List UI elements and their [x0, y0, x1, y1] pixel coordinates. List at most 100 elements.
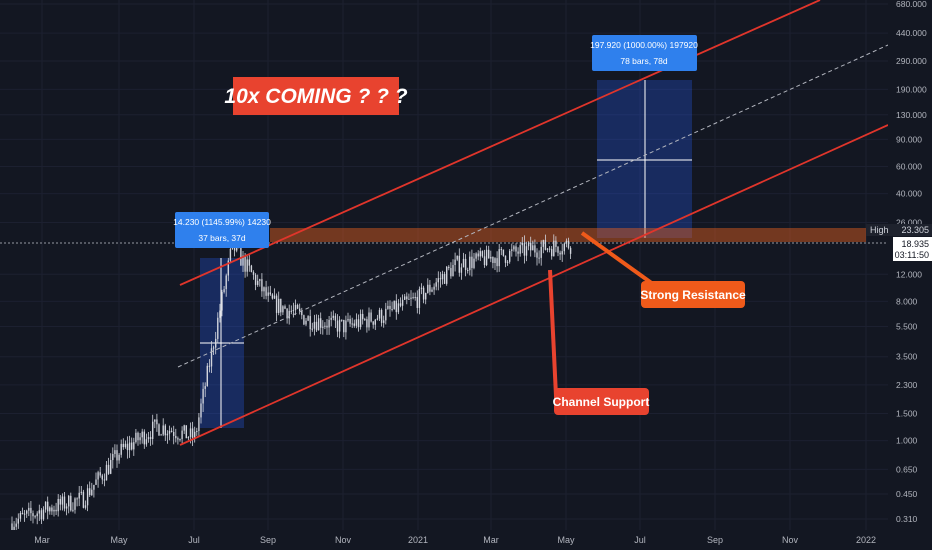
candle-body — [513, 246, 515, 250]
y-tick-label: 290.000 — [896, 56, 927, 66]
candle-body — [351, 323, 353, 325]
candle-body — [227, 260, 229, 276]
candle-body — [107, 464, 110, 474]
candle-body — [128, 442, 131, 451]
candle-body — [82, 491, 85, 508]
candle-body — [341, 319, 343, 321]
x-tick-label: Jul — [188, 535, 200, 545]
candle-body — [131, 442, 133, 450]
candle-body — [34, 516, 36, 518]
candle-body — [469, 256, 471, 271]
candle-body — [553, 240, 555, 257]
candle-body — [170, 430, 173, 432]
title-callout-box — [233, 77, 399, 115]
candle-body — [290, 310, 292, 312]
x-tick-label: Sep — [260, 535, 276, 545]
candle-body — [72, 509, 74, 511]
candle-body — [55, 509, 57, 512]
candle-body — [179, 439, 181, 441]
candle-body — [32, 513, 34, 517]
y-tick-label: 190.000 — [896, 84, 927, 94]
candle-body — [439, 278, 442, 280]
candle-body — [500, 249, 502, 251]
candle-body — [166, 433, 169, 436]
high-label-box — [866, 224, 932, 236]
candle-body — [418, 288, 421, 308]
candle-body — [273, 295, 276, 299]
candle-body — [175, 435, 177, 439]
candle-body — [120, 443, 122, 455]
candle-body — [389, 305, 391, 310]
candle-body — [532, 245, 534, 251]
candle-body — [368, 312, 370, 328]
candle-body — [347, 318, 349, 321]
candle-body — [91, 489, 93, 496]
candle-body — [250, 265, 253, 272]
candle-body — [441, 273, 444, 280]
y-tick-label: 2.300 — [896, 380, 918, 390]
x-axis[interactable]: Mar May Jul Sep Nov 2021 Mar May Jul Sep Nov 2022 — [0, 530, 932, 550]
y-axis[interactable]: 680.000 440.000 290.000 190.000 130.000 90.00… — [888, 0, 932, 530]
candle-body — [97, 472, 99, 480]
candle-body — [116, 450, 118, 461]
current-price-label: 18.935 03:11:50 — [893, 237, 932, 261]
candle-body — [13, 526, 15, 533]
candle-body — [311, 328, 313, 330]
candle-body — [315, 321, 318, 331]
candle-body — [320, 318, 322, 328]
channel-lines — [177, 0, 889, 446]
candle-body — [152, 421, 154, 439]
candle-body — [546, 248, 549, 250]
candle-body — [143, 431, 145, 445]
candle-body — [548, 248, 551, 250]
candle-body — [519, 245, 521, 254]
candle-body — [313, 321, 316, 329]
support-callout-text: Channel Support — [553, 395, 650, 409]
candle-body — [296, 304, 299, 309]
current-price-text: 18.935 — [901, 239, 929, 249]
candle-body — [481, 251, 484, 257]
candle-body — [30, 507, 32, 514]
candle-body — [397, 303, 400, 313]
candle-body — [219, 310, 221, 318]
current-price-box — [893, 237, 932, 261]
candle-body — [208, 365, 211, 367]
candle-body — [44, 501, 47, 510]
candle-body — [492, 256, 494, 263]
candle-body — [380, 309, 383, 323]
y-tick-label: 1.000 — [896, 436, 918, 446]
candle-body — [248, 259, 250, 266]
candle-body — [366, 319, 368, 328]
candle-body — [246, 259, 248, 272]
candle-body — [17, 518, 19, 524]
candle-body — [515, 246, 517, 252]
candle-body — [38, 510, 40, 514]
candle-body — [141, 431, 143, 438]
candle-body — [506, 261, 509, 263]
candle-body — [299, 308, 301, 311]
y-tick-label: 12.000 — [896, 269, 922, 279]
candle-body — [156, 419, 158, 425]
candle-body — [206, 365, 208, 387]
y-tick-label: 1.500 — [896, 408, 918, 418]
candle-body — [242, 255, 244, 266]
candle-body — [78, 492, 80, 499]
candle-body — [485, 249, 488, 266]
countdown-text: 03:11:50 — [895, 250, 929, 260]
candle-body — [269, 292, 271, 295]
candle-body — [158, 424, 160, 436]
candle-body — [414, 296, 416, 298]
candle-body — [395, 300, 397, 313]
x-tick-label: Nov — [335, 535, 352, 545]
resistance-callout-box — [641, 281, 745, 308]
candle-body — [181, 430, 183, 440]
candle-body — [452, 265, 454, 277]
candle-body — [26, 510, 28, 514]
candle-body — [61, 496, 64, 505]
x-tick-label: Jul — [634, 535, 646, 545]
x-tick-label: Mar — [483, 535, 499, 545]
strong-resistance-callout: Strong Resistance — [580, 231, 746, 308]
title-callout-text: 10x COMING ? ? ? — [224, 85, 407, 108]
measure-zones — [0, 80, 888, 428]
